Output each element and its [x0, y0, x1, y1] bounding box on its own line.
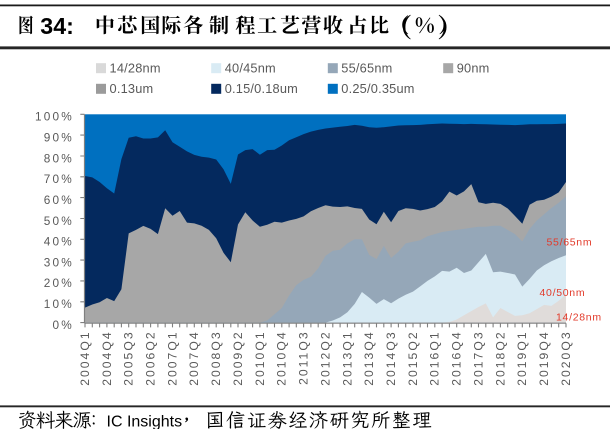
svg-text:0.25/0.35um: 0.25/0.35um	[341, 81, 414, 96]
svg-text:70%: 70%	[44, 172, 74, 186]
svg-text:2007Q4: 2007Q4	[187, 330, 201, 385]
svg-text:2008Q3: 2008Q3	[209, 330, 223, 385]
svg-text:80%: 80%	[44, 151, 74, 165]
svg-text:55/65nm: 55/65nm	[341, 61, 392, 76]
svg-text:2012Q2: 2012Q2	[318, 330, 332, 385]
svg-text:0.15/0.18um: 0.15/0.18um	[225, 81, 298, 96]
svg-text:2019Q4: 2019Q4	[537, 330, 551, 385]
svg-text:2007Q1: 2007Q1	[165, 330, 179, 385]
svg-text:2014Q3: 2014Q3	[384, 330, 398, 385]
svg-text:14/28nm: 14/28nm	[110, 61, 161, 76]
svg-text:55/65nm: 55/65nm	[547, 237, 593, 249]
svg-text:2019Q1: 2019Q1	[515, 330, 529, 385]
svg-text:2016Q4: 2016Q4	[450, 330, 464, 385]
svg-text:40/45nm: 40/45nm	[225, 61, 276, 76]
svg-text:2009Q2: 2009Q2	[231, 330, 245, 385]
svg-text:90%: 90%	[44, 130, 74, 144]
svg-text:20%: 20%	[44, 276, 74, 290]
svg-text:2010Q4: 2010Q4	[275, 330, 289, 385]
svg-text:90nm: 90nm	[457, 61, 490, 76]
svg-text:2020Q3: 2020Q3	[559, 330, 573, 385]
svg-text:2004Q4: 2004Q4	[100, 330, 114, 385]
svg-text:2010Q1: 2010Q1	[253, 330, 267, 385]
svg-text:50%: 50%	[44, 214, 74, 228]
svg-text:2013Q4: 2013Q4	[362, 330, 376, 385]
svg-text:2013Q1: 2013Q1	[340, 330, 354, 385]
svg-text:2017Q3: 2017Q3	[471, 330, 485, 385]
svg-text:10%: 10%	[44, 297, 74, 311]
svg-text:2015Q2: 2015Q2	[406, 330, 420, 385]
svg-text:100%: 100%	[35, 110, 74, 124]
svg-text:0.13um: 0.13um	[110, 81, 154, 96]
svg-text:2016Q1: 2016Q1	[428, 330, 442, 385]
svg-text:0%: 0%	[53, 318, 74, 332]
svg-text:40%: 40%	[44, 235, 74, 249]
svg-text:60%: 60%	[44, 193, 74, 207]
svg-text:40/50nm: 40/50nm	[540, 287, 586, 299]
svg-text:2004Q1: 2004Q1	[78, 330, 92, 385]
svg-text:2018Q2: 2018Q2	[493, 330, 507, 385]
svg-text:IC Insights: IC Insights	[107, 413, 183, 429]
svg-text:2005Q3: 2005Q3	[122, 330, 136, 385]
svg-text:2006Q2: 2006Q2	[144, 330, 158, 385]
svg-text:30%: 30%	[44, 255, 74, 269]
svg-text:14/28nm: 14/28nm	[556, 312, 602, 324]
svg-text:34:: 34:	[40, 13, 74, 39]
svg-text:2011Q3: 2011Q3	[297, 330, 311, 384]
